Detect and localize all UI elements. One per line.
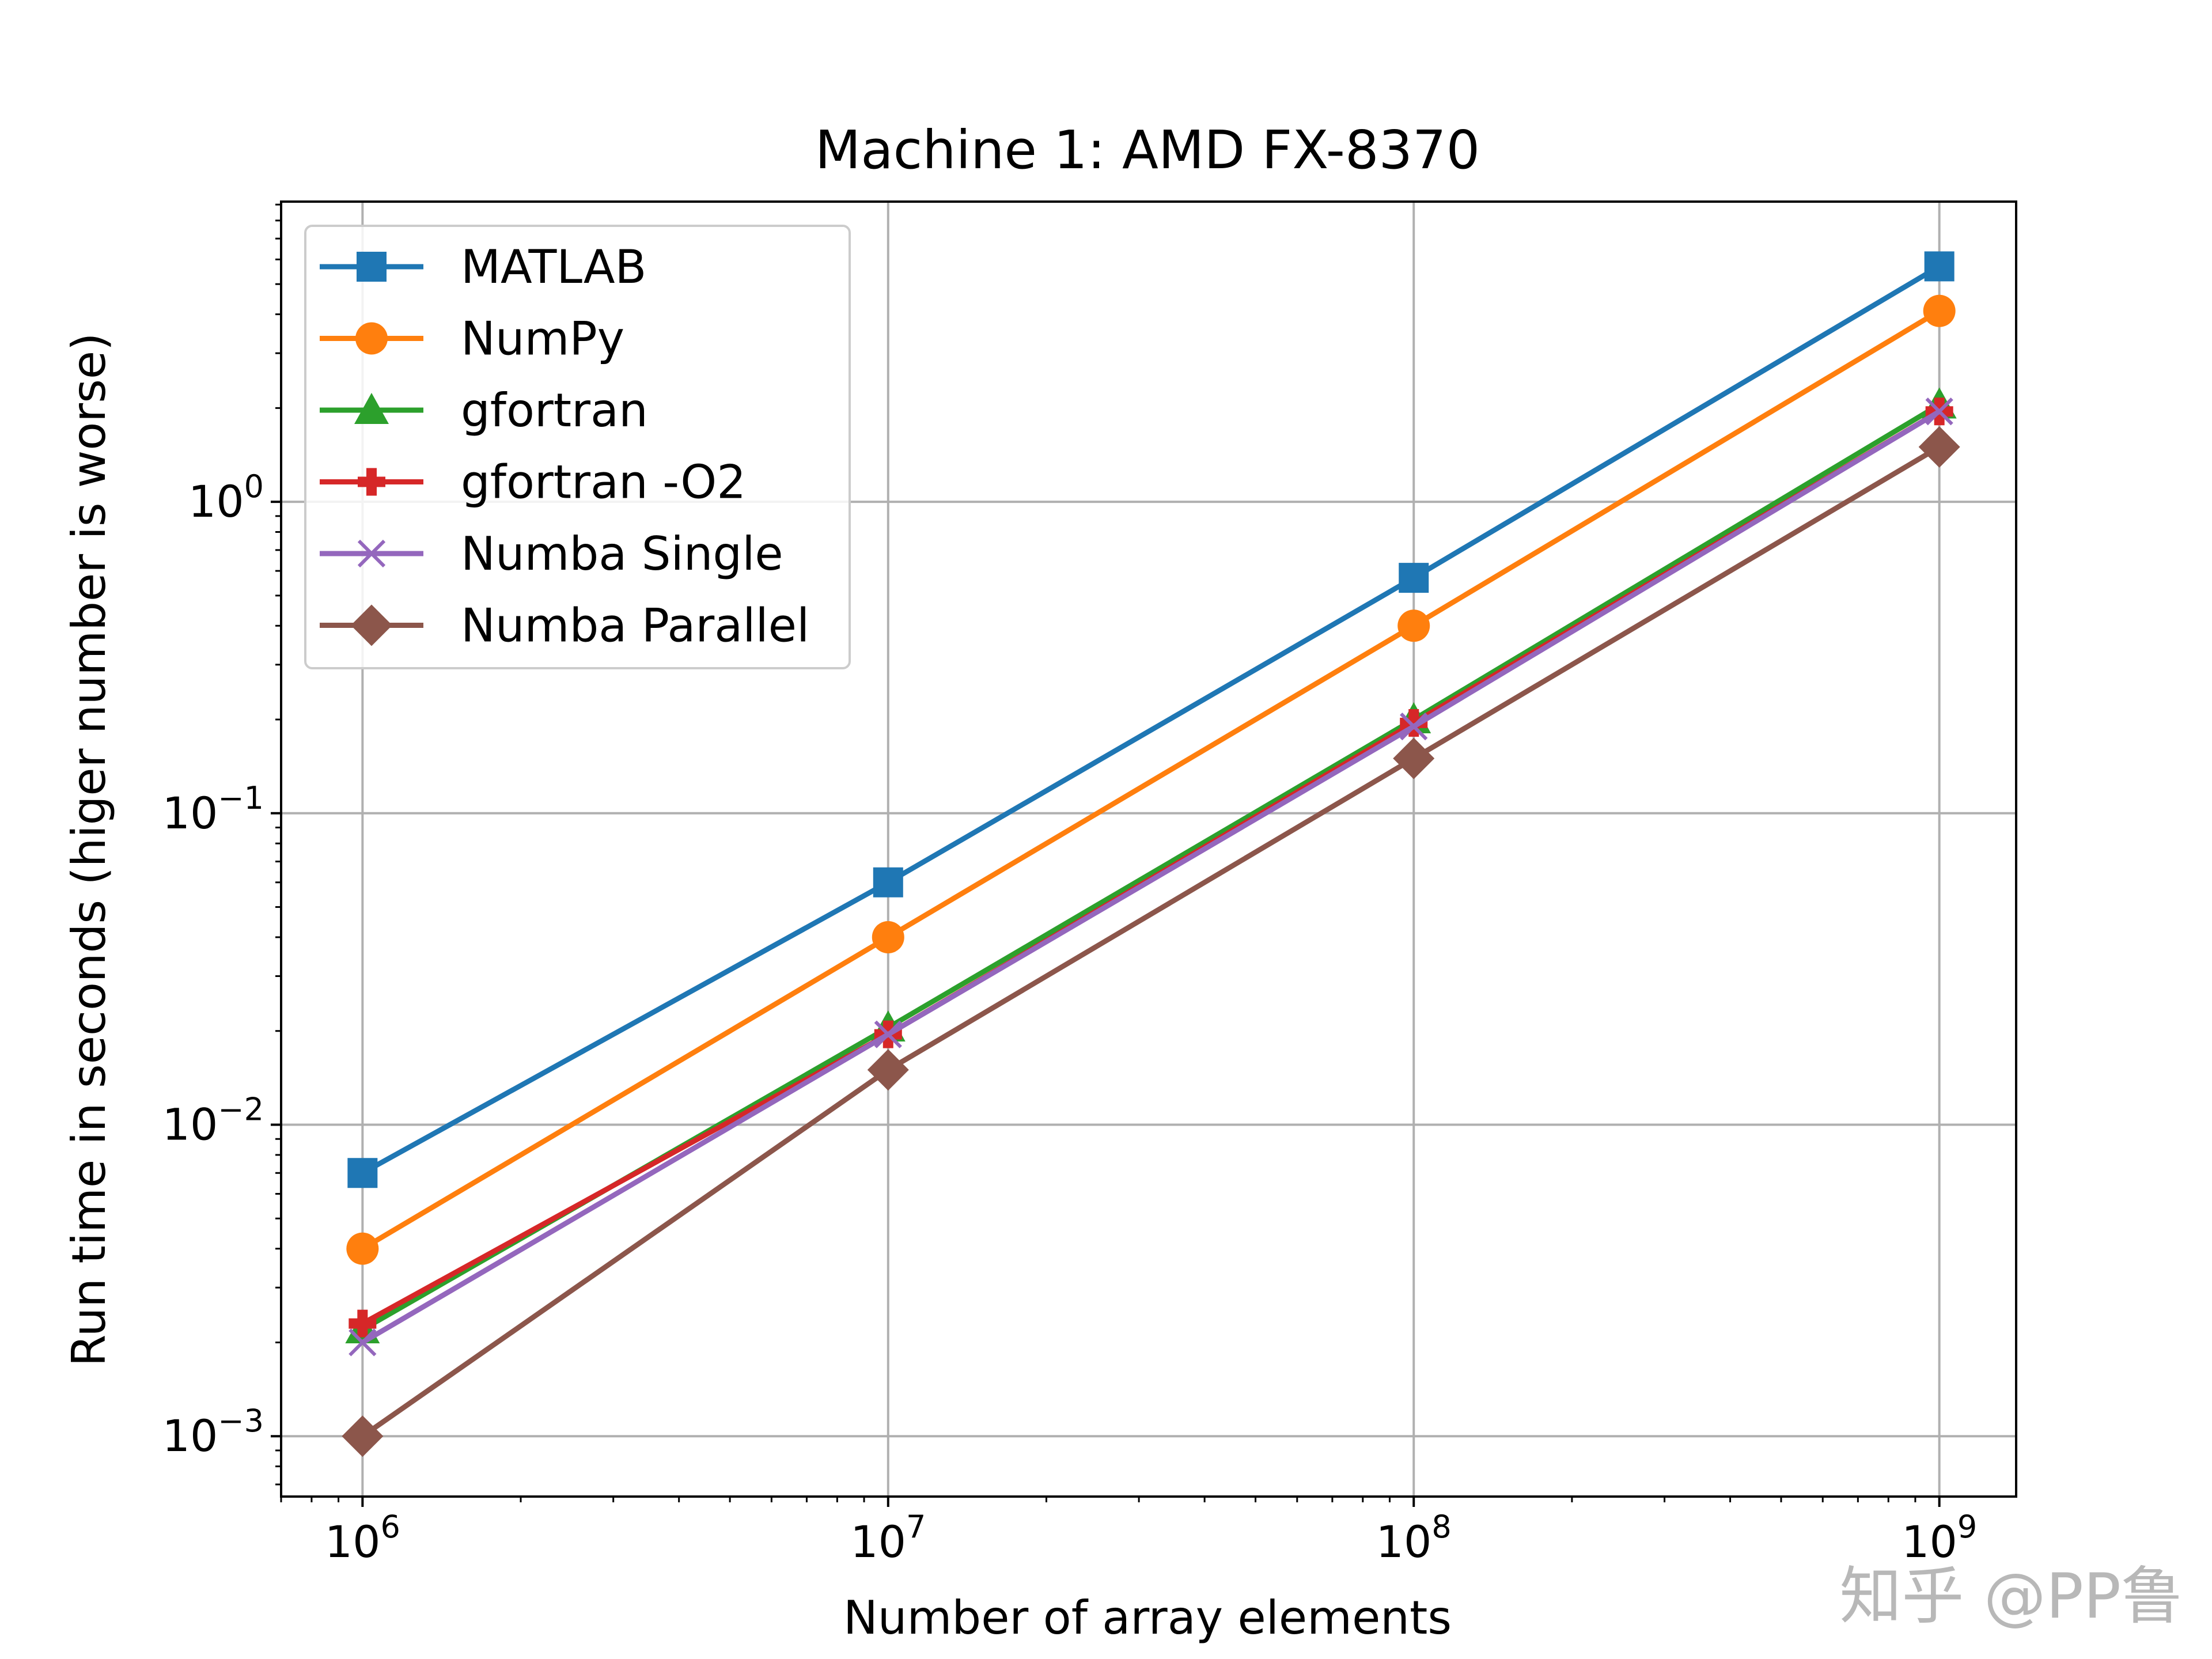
legend-label-matlab: MATLAB — [461, 240, 646, 294]
legend-item-gfortran-o2: gfortran -O2 — [320, 456, 746, 509]
legend-marker-gfortran — [354, 393, 389, 424]
legend-label-gfortran: gfortran — [461, 384, 648, 437]
numpy-point — [1397, 609, 1430, 642]
legend-label-numba-single: Numba Single — [461, 527, 783, 581]
numba-parallel-point — [1918, 426, 1960, 468]
numba-parallel-point — [867, 1049, 909, 1091]
y-axis-label: Run time in seconds (higer number is wor… — [62, 333, 116, 1367]
y-axis-ticks: 10−3 10−2 10−1 100 — [162, 203, 281, 1486]
legend-item-numpy: NumPy — [320, 312, 624, 366]
matlab-point — [1924, 251, 1955, 282]
legend-item-gfortran: gfortran — [320, 384, 648, 437]
series-numpy — [346, 294, 1956, 1265]
x-tick-label: 107 — [850, 1509, 926, 1567]
legend-label-numpy: NumPy — [461, 312, 624, 366]
x-axis-ticks: 106 107 108 109 — [280, 1497, 1977, 1567]
numpy-point — [872, 921, 904, 953]
numpy-point — [1923, 294, 1956, 327]
numpy-line — [361, 308, 1941, 1251]
numba-single-line — [361, 409, 1941, 1345]
numba-parallel-point — [1393, 737, 1435, 779]
y-tick-label: 10−3 — [162, 1403, 264, 1461]
plot-frame — [280, 200, 2017, 1498]
series-matlab — [347, 251, 1955, 1188]
watermark-text: 知乎 @PP鲁 — [1839, 1560, 2183, 1633]
legend-marker-numba-parallel — [351, 604, 392, 646]
legend-item-numba-single: Numba Single — [320, 527, 783, 581]
x-tick-label: 108 — [1376, 1509, 1452, 1567]
y-tick-label: 100 — [188, 468, 264, 527]
axes-layer — [280, 200, 2017, 1498]
legend-marker-numba-single — [357, 539, 386, 568]
x-tick-label: 109 — [1902, 1509, 1977, 1567]
matlab-line — [361, 264, 1941, 1176]
chart-title: Machine 1: AMD FX-8370 — [815, 119, 1480, 181]
gfortran-o2-point — [349, 1309, 377, 1338]
legend-box — [304, 225, 851, 669]
legend-label-numba-parallel: Numba Parallel — [461, 599, 809, 653]
y-tick-label: 10−1 — [162, 780, 264, 839]
numba-single-point — [349, 1328, 377, 1357]
matlab-point — [347, 1158, 378, 1188]
series-numba-parallel — [342, 426, 1960, 1457]
numba-single-point — [874, 1020, 902, 1048]
numba-parallel-line — [361, 445, 1941, 1438]
numba-single-point — [1925, 397, 1953, 426]
legend-item-numba-parallel: Numba Parallel — [320, 599, 809, 653]
y-tick-label: 10−2 — [162, 1092, 264, 1150]
gfortran-o2-point — [1400, 709, 1428, 737]
legend-item-matlab: MATLAB — [320, 240, 646, 294]
numba-single-point — [1400, 712, 1428, 741]
series-numba-single — [349, 397, 1953, 1357]
legend: MATLAB NumPy gfortran gfortran -O2 Numba Sin… — [304, 225, 851, 669]
matlab-point — [1399, 563, 1429, 593]
numpy-point — [346, 1232, 379, 1265]
series-layer — [342, 251, 1960, 1457]
numba-parallel-point — [342, 1415, 384, 1457]
matlab-point — [873, 867, 903, 897]
legend-marker-gfortran-o2 — [358, 468, 385, 496]
x-tick-label: 106 — [325, 1509, 400, 1567]
legend-label-gfortran-o2: gfortran -O2 — [461, 456, 746, 509]
x-axis-label: Number of array elements — [843, 1591, 1452, 1645]
legend-marker-matlab — [357, 252, 387, 282]
legend-marker-numpy — [355, 322, 388, 355]
